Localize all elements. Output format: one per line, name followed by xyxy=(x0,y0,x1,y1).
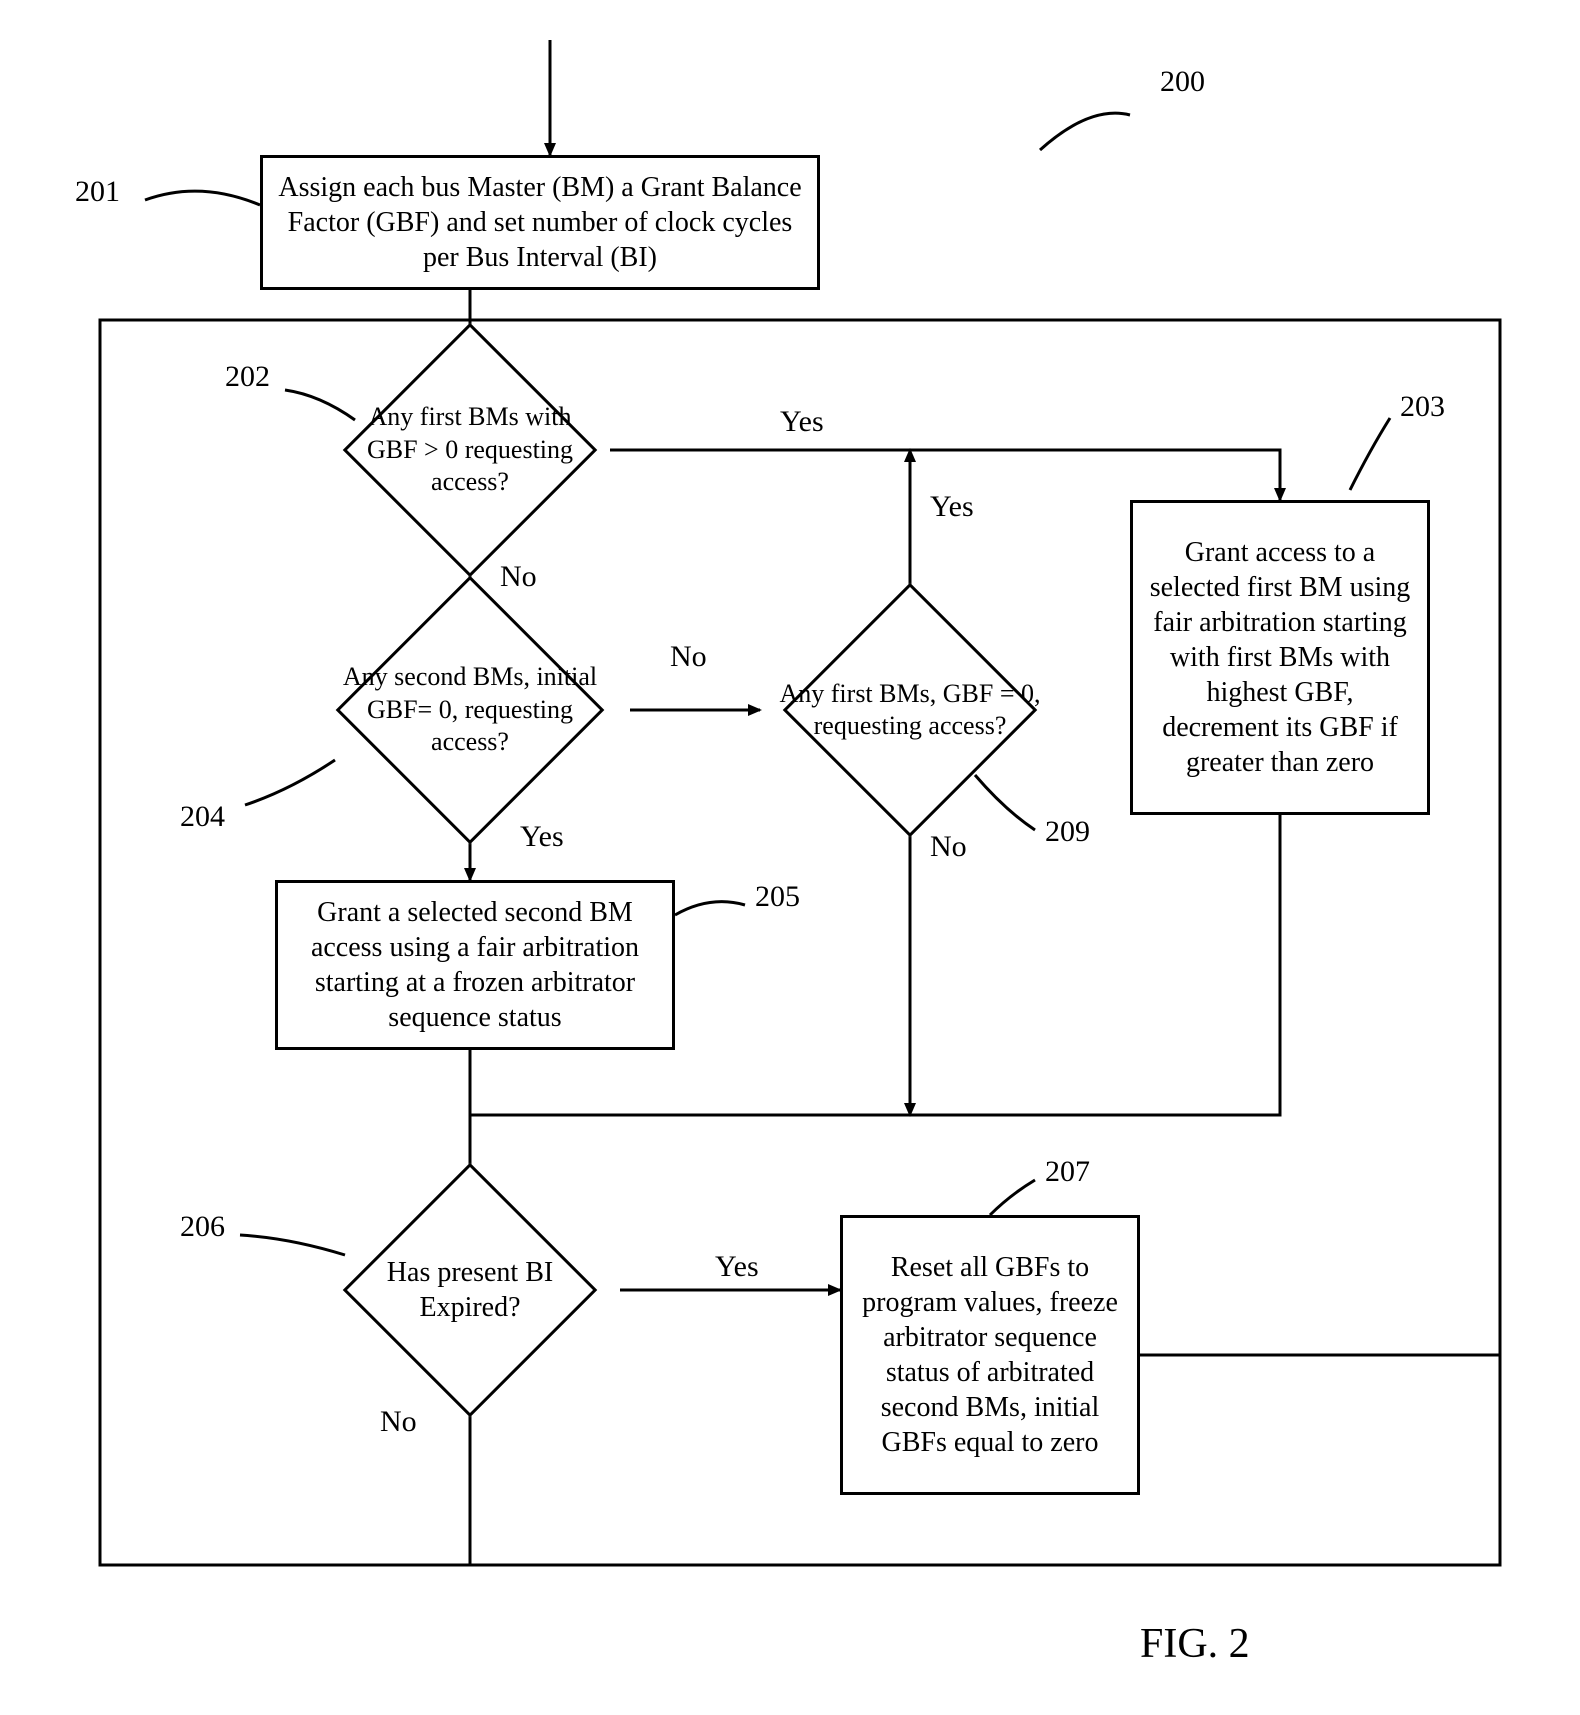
figure-label: FIG. 2 xyxy=(1140,1620,1250,1668)
label-203: 203 xyxy=(1400,390,1445,424)
edge-206-no: No xyxy=(380,1405,417,1439)
node-205: Grant a selected second BM access using … xyxy=(275,880,675,1050)
node-201-text: Assign each bus Master (BM) a Grant Bala… xyxy=(277,170,803,275)
label-204: 204 xyxy=(180,800,225,834)
label-206: 206 xyxy=(180,1210,225,1244)
node-201: Assign each bus Master (BM) a Grant Bala… xyxy=(260,155,820,290)
label-201: 201 xyxy=(75,175,120,209)
node-203-text: Grant access to a selected first BM usin… xyxy=(1147,535,1413,780)
flowchart-canvas: Assign each bus Master (BM) a Grant Bala… xyxy=(0,0,1580,1715)
label-202: 202 xyxy=(225,360,270,394)
edge-204-yes: Yes xyxy=(520,820,564,854)
edge-209-no: No xyxy=(930,830,967,864)
edge-204-no: No xyxy=(670,640,707,674)
edge-206-yes: Yes xyxy=(715,1250,759,1284)
edge-202-no: No xyxy=(500,560,537,594)
label-205: 205 xyxy=(755,880,800,914)
node-205-text: Grant a selected second BM access using … xyxy=(292,895,658,1035)
node-209-text: Any first BMs, GBF = 0, requesting acces… xyxy=(778,678,1042,743)
edge-202-yes: Yes xyxy=(780,405,824,439)
label-209: 209 xyxy=(1045,815,1090,849)
label-207: 207 xyxy=(1045,1155,1090,1189)
node-204-text: Any second BMs, initial GBF= 0, requesti… xyxy=(328,661,612,759)
node-202-text: Any first BMs with GBF > 0 requesting ac… xyxy=(348,401,592,499)
node-203: Grant access to a selected first BM usin… xyxy=(1130,500,1430,815)
node-202: Any first BMs with GBF > 0 requesting ac… xyxy=(330,350,610,550)
label-200: 200 xyxy=(1160,65,1205,99)
node-207: Reset all GBFs to program values, freeze… xyxy=(840,1215,1140,1495)
node-204: Any second BMs, initial GBF= 0, requesti… xyxy=(310,610,630,810)
node-207-text: Reset all GBFs to program values, freeze… xyxy=(857,1250,1123,1460)
edge-209-yes: Yes xyxy=(930,490,974,524)
node-206-text: Has present BI Expired? xyxy=(338,1255,602,1325)
node-206: Has present BI Expired? xyxy=(320,1190,620,1390)
node-209: Any first BMs, GBF = 0, requesting acces… xyxy=(760,610,1060,810)
